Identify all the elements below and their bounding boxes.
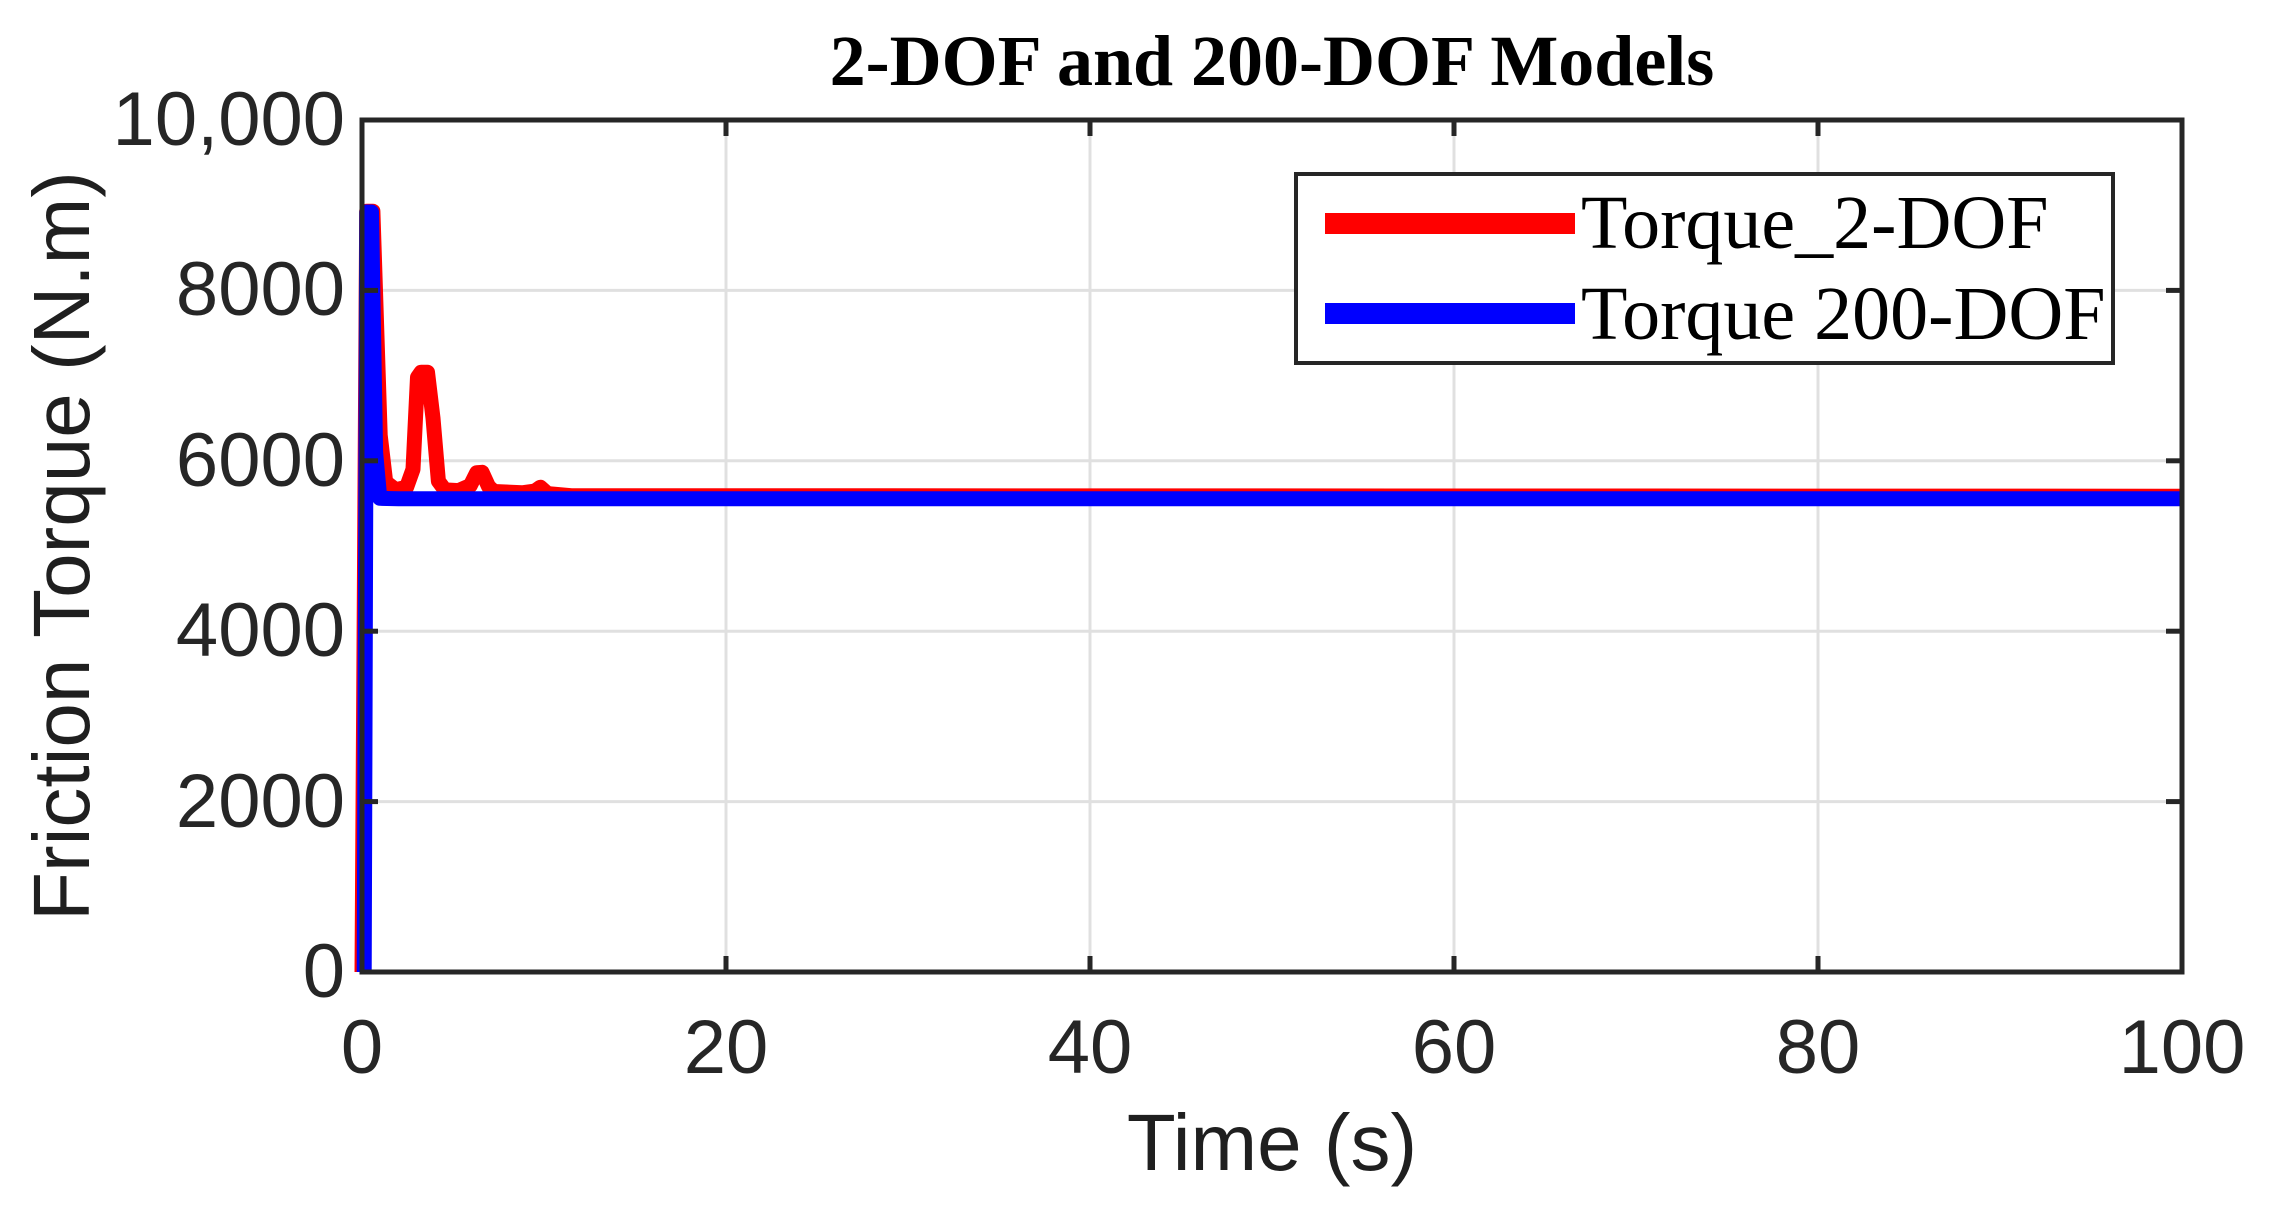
legend: Torque_2-DOF Torque 200-DOF (1294, 172, 2115, 365)
y-tick-label: 8000 (175, 247, 345, 333)
axes-border (359, 117, 2185, 975)
legend-item-200dof: Torque 200-DOF (1325, 271, 2111, 357)
legend-label: Torque_2-DOF (1581, 181, 2049, 266)
y-tick-label: 2000 (175, 758, 345, 844)
legend-line-sample-blue (1325, 303, 1575, 325)
y-axis-label: Friction Torque (N.m) (17, 171, 106, 921)
legend-label: Torque 200-DOF (1581, 271, 2106, 356)
legend-item-2dof: Torque_2-DOF (1325, 180, 2111, 266)
x-axis-label: Time (s) (1126, 1098, 1418, 1187)
y-tick-label: 4000 (175, 588, 345, 674)
x-tick-label: 40 (1047, 1005, 1133, 1090)
chart-title: 2-DOF and 200-DOF Models (829, 21, 1715, 101)
series-line-1 (356, 204, 2182, 973)
x-tick-label: 80 (1775, 1005, 1861, 1090)
y-tick-label: 6000 (175, 417, 345, 503)
y-tick-label: 10,000 (112, 77, 345, 162)
x-tick-label: 60 (1411, 1005, 1497, 1090)
x-tick-label: 20 (683, 1005, 769, 1090)
legend-line-sample-red (1325, 212, 1575, 234)
x-tick-label: 100 (2118, 1005, 2246, 1090)
x-tick-label: 0 (340, 1005, 384, 1090)
y-tick-label: 0 (302, 929, 345, 1014)
